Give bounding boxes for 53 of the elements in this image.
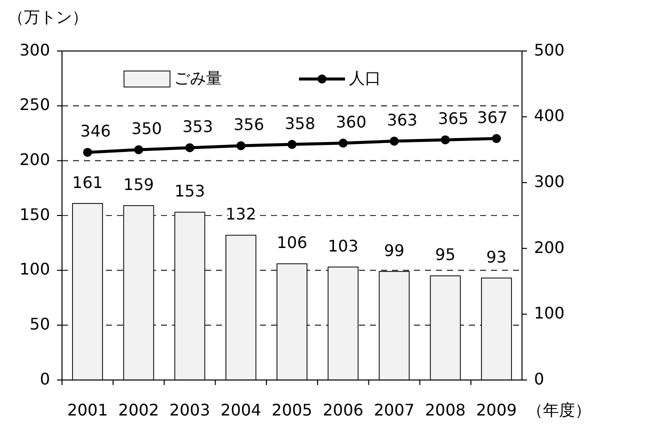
y-tick-label: 250 (19, 95, 50, 114)
point (492, 134, 501, 144)
data-label: 103 (328, 236, 358, 256)
x-tick-label: 2007 (374, 400, 415, 420)
data-label: 153 (174, 182, 206, 201)
data-label: 353 (182, 117, 214, 136)
x-tick-label: 2006 (322, 400, 364, 420)
data-label: 367 (477, 108, 508, 127)
point (338, 138, 348, 148)
y2-tick-label: 200 (534, 238, 565, 257)
x-tick-label: 2008 (424, 400, 466, 420)
人口: 346 350 353 356 358 360 363 365 367 (80, 108, 508, 157)
y-tick-label: 200 (19, 150, 50, 170)
data-label: 358 (284, 114, 316, 133)
y2-tick-label: 0 (534, 369, 544, 388)
y-axis-title: （万トン） (8, 7, 88, 26)
point (134, 145, 144, 154)
y2-tick-label: 500 (534, 40, 565, 60)
data-label: 365 (438, 109, 469, 128)
data-label: 363 (386, 110, 418, 130)
data-label: 93 (486, 247, 507, 266)
data-label: 356 (234, 115, 264, 134)
y-tick-label: 0 (40, 369, 50, 388)
y2-tick-label: 100 (534, 304, 565, 323)
point (390, 136, 399, 146)
data-label: 350 (131, 119, 162, 138)
data-label: 161 (72, 172, 103, 192)
data-label: 346 (80, 122, 111, 141)
y2-tick-label: 300 (534, 172, 565, 191)
x-axis-title: （年度） (527, 400, 591, 420)
point (83, 148, 92, 157)
x-tick-label: 2003 (169, 400, 210, 420)
x-tick-label: 2005 (272, 400, 312, 420)
point (440, 135, 450, 144)
point (185, 143, 194, 152)
data-label: 106 (276, 233, 308, 252)
data-label: 159 (123, 175, 154, 194)
legend-label: ごみ量 (174, 68, 222, 88)
x-tick-label: 2001 (67, 400, 108, 420)
point (288, 140, 296, 149)
data-label: 95 (435, 245, 456, 264)
y-tick-label: 100 (19, 260, 50, 279)
y-tick-label: 50 (30, 314, 50, 334)
y2-tick-label: 400 (534, 106, 565, 126)
x-tick-label: 2004 (220, 400, 262, 420)
y-tick-label: 150 (19, 204, 50, 224)
data-label: 99 (384, 240, 404, 260)
data-label: 360 (336, 112, 366, 132)
x-tick-label: 2002 (118, 400, 160, 420)
x-tick-label: 2009 (476, 400, 517, 420)
point (236, 141, 246, 150)
legend-label: 人口 (349, 68, 381, 88)
y-tick-label: 300 (19, 40, 50, 60)
